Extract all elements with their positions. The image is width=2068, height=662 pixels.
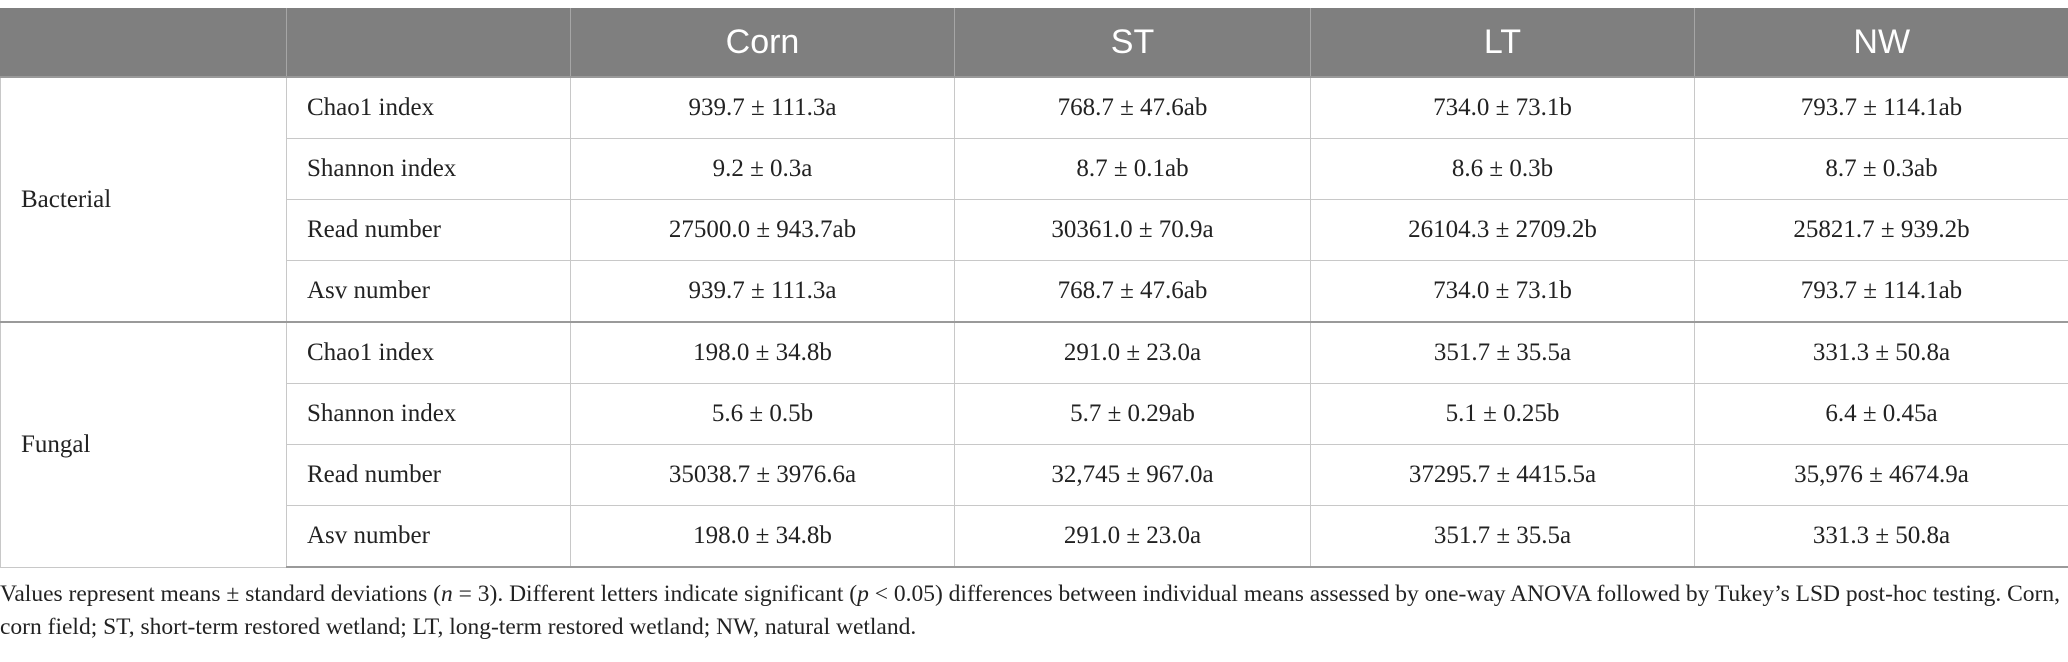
metric-label: Shannon index (286, 138, 571, 200)
table-container: Corn ST LT NW Bacterial Chao1 index 939.… (0, 8, 2068, 568)
footnote-text: < 0.05) differences between individual m… (0, 581, 2060, 640)
footnote-text: Values represent means ± standard deviat… (0, 581, 441, 607)
value-cell: 25821.7 ± 939.2b (1694, 199, 2068, 261)
value-cell: 35038.7 ± 3976.6a (570, 444, 955, 506)
header-cell: ST (954, 8, 1311, 77)
metric-label: Chao1 index (286, 76, 571, 139)
value-cell: 8.7 ± 0.3ab (1694, 138, 2068, 200)
table-row: Shannon index 9.2 ± 0.3a 8.7 ± 0.1ab 8.6… (1, 138, 2068, 200)
header-cell (286, 8, 571, 77)
n-symbol: n (440, 581, 453, 607)
value-cell: 9.2 ± 0.3a (570, 138, 955, 200)
header-cell (0, 8, 287, 77)
value-cell: 291.0 ± 23.0a (954, 505, 1311, 568)
group-label: Bacterial (0, 76, 287, 323)
value-cell: 939.7 ± 111.3a (570, 260, 955, 323)
data-table: Corn ST LT NW Bacterial Chao1 index 939.… (0, 8, 2068, 568)
table-row: Asv number 939.7 ± 111.3a 768.7 ± 47.6ab… (1, 260, 2068, 323)
value-cell: 30361.0 ± 70.9a (954, 199, 1311, 261)
value-cell: 8.6 ± 0.3b (1310, 138, 1695, 200)
metric-label: Chao1 index (286, 321, 571, 384)
footnote-text: = 3). Different letters indicate signifi… (452, 581, 858, 607)
value-cell: 32,745 ± 967.0a (954, 444, 1311, 506)
value-cell: 198.0 ± 34.8b (570, 505, 955, 568)
group-label: Fungal (0, 321, 287, 568)
table-row: Shannon index 5.6 ± 0.5b 5.7 ± 0.29ab 5.… (1, 383, 2068, 445)
header-cell: NW (1694, 8, 2068, 77)
metric-label: Read number (286, 444, 571, 506)
value-cell: 768.7 ± 47.6ab (954, 76, 1311, 139)
value-cell: 26104.3 ± 2709.2b (1310, 199, 1695, 261)
value-cell: 793.7 ± 114.1ab (1694, 260, 2068, 323)
value-cell: 331.3 ± 50.8a (1694, 321, 2068, 384)
value-cell: 35,976 ± 4674.9a (1694, 444, 2068, 506)
value-cell: 5.7 ± 0.29ab (954, 383, 1311, 445)
value-cell: 6.4 ± 0.45a (1694, 383, 2068, 445)
header-cell: LT (1310, 8, 1695, 77)
value-cell: 351.7 ± 35.5a (1310, 321, 1695, 384)
table-row: Read number 35038.7 ± 3976.6a 32,745 ± 9… (1, 444, 2068, 506)
value-cell: 198.0 ± 34.8b (570, 321, 955, 384)
p-symbol: p (857, 581, 869, 607)
metric-label: Shannon index (286, 383, 571, 445)
value-cell: 734.0 ± 73.1b (1310, 76, 1695, 139)
table-row: Bacterial Chao1 index 939.7 ± 111.3a 768… (0, 76, 2068, 323)
value-cell: 5.1 ± 0.25b (1310, 383, 1695, 445)
value-cell: 351.7 ± 35.5a (1310, 505, 1695, 568)
value-cell: 793.7 ± 114.1ab (1694, 76, 2068, 139)
value-cell: 291.0 ± 23.0a (954, 321, 1311, 384)
value-cell: 27500.0 ± 943.7ab (570, 199, 955, 261)
header-cell: Corn (570, 8, 955, 77)
value-cell: 734.0 ± 73.1b (1310, 260, 1695, 323)
metric-label: Asv number (286, 505, 571, 568)
metric-label: Asv number (286, 260, 571, 323)
header-row: Corn ST LT NW (0, 8, 2068, 77)
table-row: Fungal Chao1 index 198.0 ± 34.8b 291.0 ±… (0, 321, 2068, 568)
table-row: Read number 27500.0 ± 943.7ab 30361.0 ± … (1, 199, 2068, 261)
metric-label: Read number (286, 199, 571, 261)
value-cell: 939.7 ± 111.3a (570, 76, 955, 139)
value-cell: 768.7 ± 47.6ab (954, 260, 1311, 323)
table-row: Asv number 198.0 ± 34.8b 291.0 ± 23.0a 3… (1, 505, 2068, 568)
value-cell: 8.7 ± 0.1ab (954, 138, 1311, 200)
table-footnote: Values represent means ± standard deviat… (0, 578, 2060, 644)
value-cell: 331.3 ± 50.8a (1694, 505, 2068, 568)
value-cell: 5.6 ± 0.5b (570, 383, 955, 445)
value-cell: 37295.7 ± 4415.5a (1310, 444, 1695, 506)
